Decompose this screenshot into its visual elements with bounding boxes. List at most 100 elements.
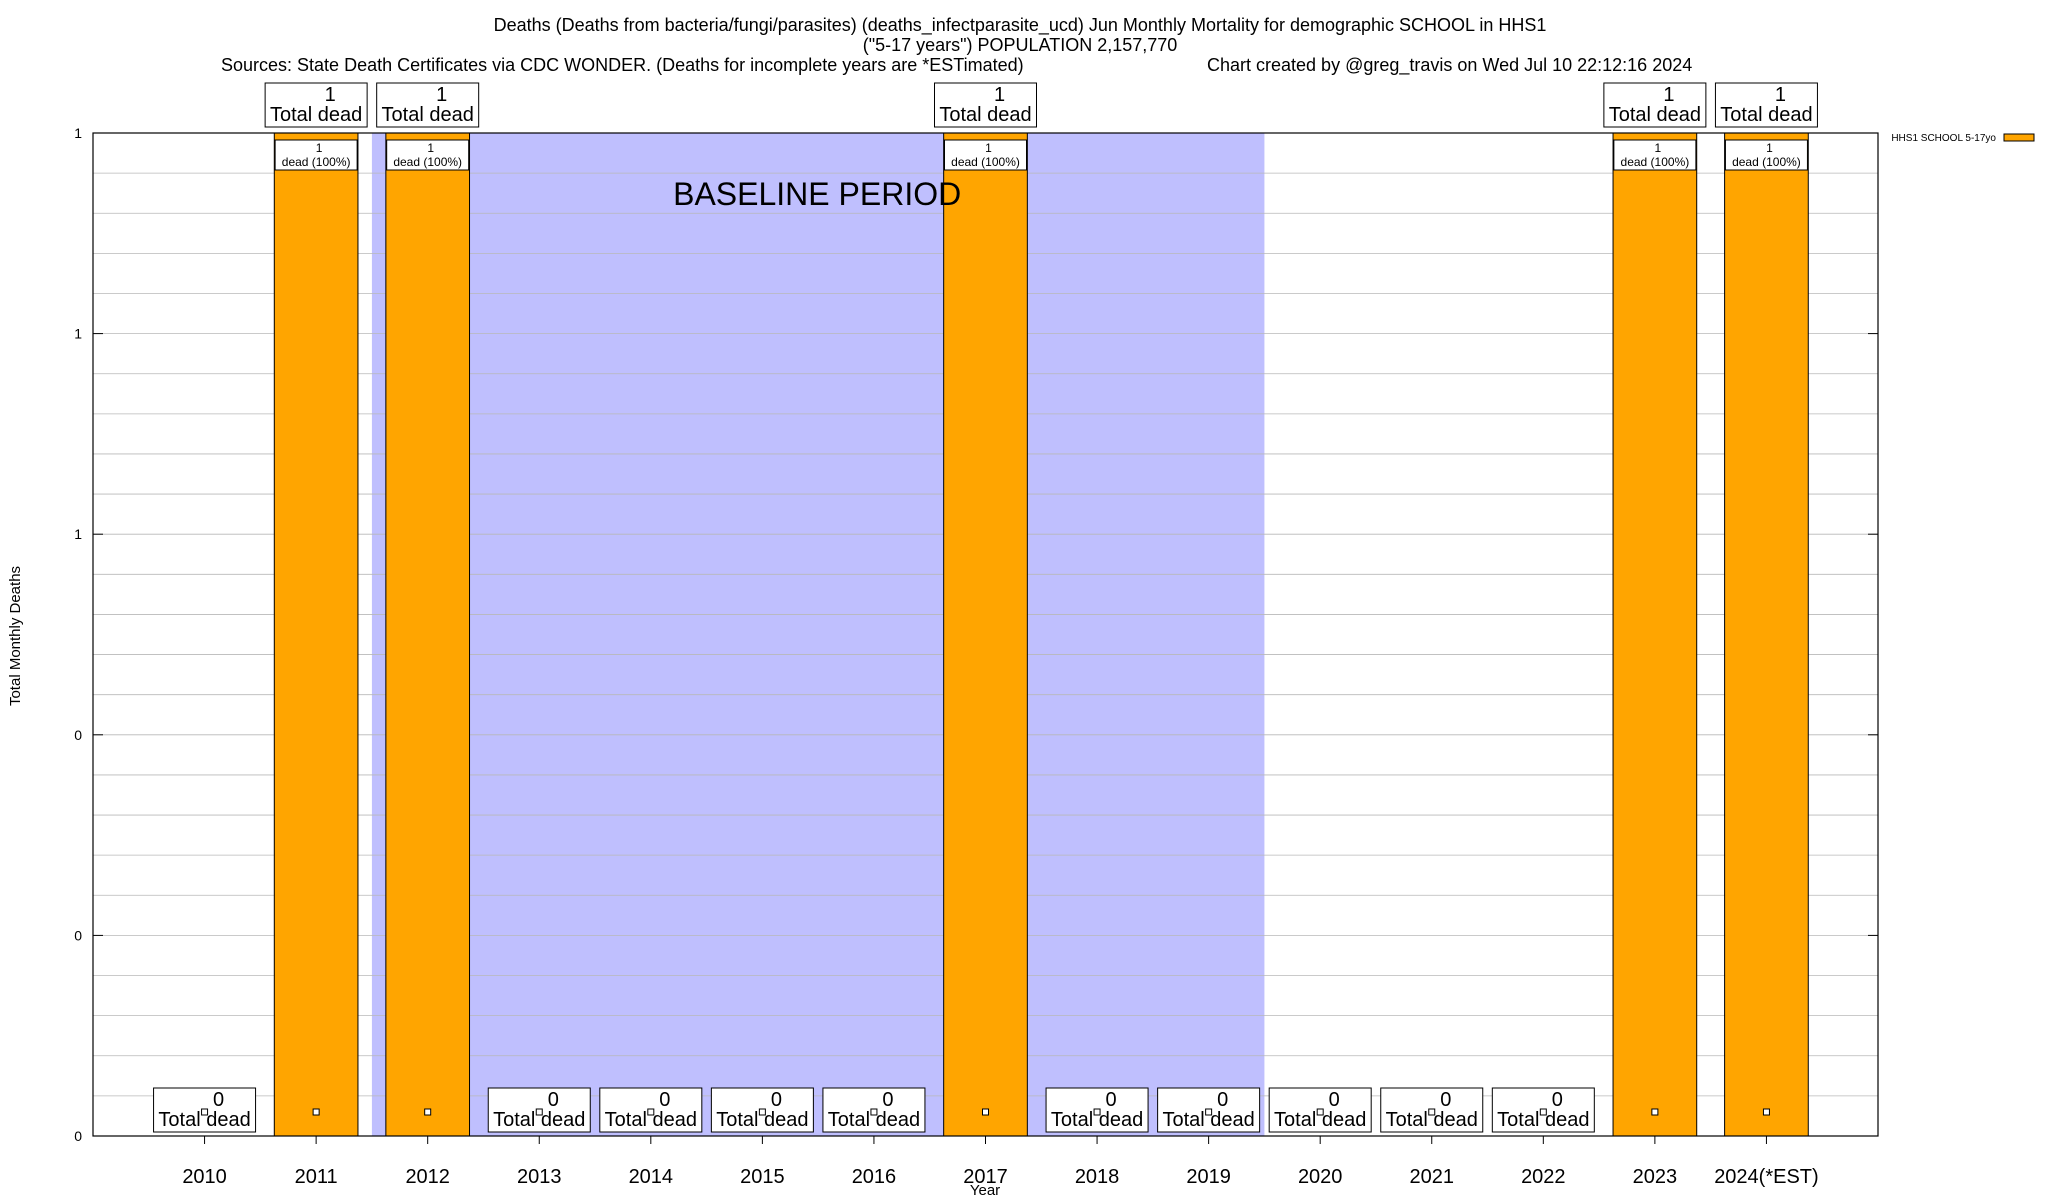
- x-point-marker: [1428, 1108, 1436, 1116]
- x-tick-label: 2010: [182, 1166, 227, 1188]
- bar-label-box: [1613, 139, 1697, 171]
- bar-label-count: 1: [427, 141, 434, 155]
- x-tick-label: 2016: [852, 1166, 897, 1188]
- x-point-marker: [201, 1108, 209, 1116]
- y-axis-label: Total Monthly Deaths: [7, 566, 24, 706]
- total-dead-value: 0: [548, 1089, 559, 1111]
- bar-label-percent: dead (100%): [951, 155, 1020, 169]
- total-dead-box: [376, 82, 480, 128]
- total-dead-value: 0: [659, 1089, 670, 1111]
- bar-label-box: [386, 139, 470, 171]
- baseline-period-band: [371, 133, 1265, 1136]
- total-dead-text: Total dead: [493, 1109, 585, 1131]
- x-point-marker: [758, 1108, 766, 1116]
- baseline-period-label: BASELINE PERIOD: [673, 176, 961, 212]
- total-dead-value: 1: [1775, 84, 1786, 106]
- total-dead-value: 0: [1440, 1089, 1451, 1111]
- total-dead-value: 1: [994, 84, 1005, 106]
- x-point-marker: [1205, 1108, 1213, 1116]
- x-tick-label: 2019: [1186, 1166, 1231, 1188]
- total-dead-box: [264, 82, 368, 128]
- x-axis-label: Year: [970, 1182, 1000, 1199]
- x-point-marker: [535, 1108, 543, 1116]
- total-dead-value: 1: [436, 84, 447, 106]
- x-tick-label: 2024(*EST): [1714, 1166, 1819, 1188]
- total-dead-value: 0: [1106, 1089, 1117, 1111]
- bar-label-box: [274, 139, 358, 171]
- y-tick-label: 1: [74, 326, 82, 342]
- total-dead-text: Total dead: [1274, 1109, 1366, 1131]
- total-dead-text: Total dead: [605, 1109, 697, 1131]
- total-dead-value: 1: [1663, 84, 1674, 106]
- total-dead-text: Total dead: [1609, 104, 1701, 126]
- bar-label-percent: dead (100%): [393, 155, 462, 169]
- legend: HHS1 SCHOOL 5-17yo: [1891, 133, 2035, 144]
- bar-label-count: 1: [316, 141, 323, 155]
- bar-label-count: 1: [1655, 141, 1662, 155]
- total-dead-text: Total dead: [1162, 1109, 1254, 1131]
- chart-title-line2: ("5-17 years") POPULATION 2,157,770: [863, 35, 1178, 55]
- x-point-marker: [647, 1108, 655, 1116]
- x-point-marker: [870, 1108, 878, 1116]
- y-tick-label: 1: [74, 125, 82, 141]
- total-dead-value: 0: [1217, 1089, 1228, 1111]
- bar-2023: [1612, 132, 1698, 1137]
- total-dead-value: 0: [1329, 1089, 1340, 1111]
- x-point-marker: [1539, 1108, 1547, 1116]
- x-tick-label: 2013: [517, 1166, 562, 1188]
- chart-sources: Sources: State Death Certificates via CD…: [221, 55, 1024, 75]
- x-tick-label: 2018: [1075, 1166, 1120, 1188]
- bar-2011: [273, 132, 359, 1137]
- bar-label-percent: dead (100%): [1732, 155, 1801, 169]
- x-point-marker: [312, 1108, 320, 1116]
- x-tick-label: 2021: [1410, 1166, 1455, 1188]
- total-dead-text: Total dead: [939, 104, 1031, 126]
- bar-label-box: [1724, 139, 1808, 171]
- x-point-marker: [1093, 1108, 1101, 1116]
- total-dead-value: 1: [325, 84, 336, 106]
- x-tick-label: 2017: [963, 1166, 1008, 1188]
- total-dead-value: 0: [1552, 1089, 1563, 1111]
- total-dead-box: [934, 82, 1037, 128]
- x-point-marker: [1316, 1108, 1324, 1116]
- total-dead-value: 0: [771, 1089, 782, 1111]
- y-tick-label: 1: [74, 526, 82, 542]
- legend-label: HHS1 SCHOOL 5-17yo: [1891, 133, 1996, 144]
- total-dead-value: 0: [882, 1089, 893, 1111]
- bar-label-box: [944, 139, 1027, 171]
- total-dead-text: Total dead: [1051, 1109, 1143, 1131]
- total-dead-text: Total dead: [1497, 1109, 1589, 1131]
- x-tick-label: 2011: [295, 1166, 338, 1188]
- total-dead-text: Total dead: [158, 1109, 250, 1131]
- x-point-marker: [1762, 1108, 1770, 1116]
- legend-swatch: [2003, 133, 2035, 142]
- y-tick-label: 0: [74, 927, 82, 943]
- x-point-marker: [424, 1108, 432, 1116]
- bar-2012: [385, 132, 471, 1137]
- x-tick-label: 2020: [1298, 1166, 1343, 1188]
- bar-label-count: 1: [1766, 141, 1773, 155]
- chart-credit: Chart created by @greg_travis on Wed Jul…: [1207, 55, 1692, 76]
- x-tick-label: 2022: [1521, 1166, 1566, 1188]
- bar-2024(*EST): [1724, 132, 1809, 1137]
- x-tick-label: 2014: [629, 1166, 674, 1188]
- x-point-marker: [1651, 1108, 1659, 1116]
- total-dead-box: [1714, 82, 1818, 128]
- bar-label-percent: dead (100%): [1621, 155, 1690, 169]
- total-dead-text: Total dead: [716, 1109, 808, 1131]
- total-dead-text: Total dead: [382, 104, 474, 126]
- total-dead-text: Total dead: [1386, 1109, 1478, 1131]
- x-tick-label: 2012: [405, 1166, 450, 1188]
- total-dead-value: 0: [213, 1089, 224, 1111]
- y-tick-label: 0: [74, 1128, 82, 1144]
- bar-label-percent: dead (100%): [282, 155, 351, 169]
- x-tick-label: 2023: [1633, 1166, 1678, 1188]
- total-dead-text: Total dead: [270, 104, 362, 126]
- x-tick-label: 2015: [740, 1166, 785, 1188]
- total-dead-text: Total dead: [828, 1109, 920, 1131]
- x-point-marker: [982, 1108, 989, 1116]
- total-dead-box: [1603, 82, 1707, 128]
- bar-label-count: 1: [985, 141, 992, 155]
- chart-title-line1: Deaths (Deaths from bacteria/fungi/paras…: [494, 15, 1547, 36]
